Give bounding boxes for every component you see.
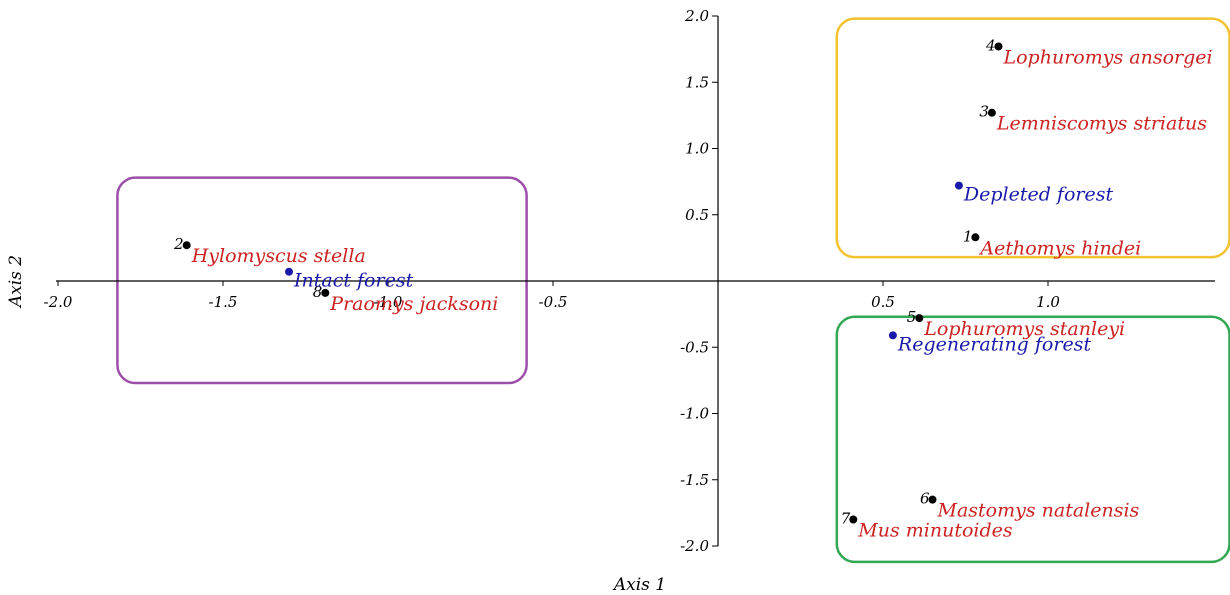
x-tick-label: 0.5 bbox=[871, 293, 895, 311]
species-number: 7 bbox=[841, 510, 851, 528]
species-number: 8 bbox=[313, 283, 323, 301]
x-tick-label: 1.0 bbox=[1036, 293, 1060, 311]
species-point bbox=[987, 108, 996, 117]
y-tick-label: 1.0 bbox=[685, 140, 709, 158]
x-tick-label: -0.5 bbox=[539, 293, 568, 311]
y-tick-label: -1.0 bbox=[680, 405, 709, 423]
species-number: 5 bbox=[907, 308, 917, 326]
species-point bbox=[994, 42, 1003, 51]
x-tick-label: -2.0 bbox=[44, 293, 73, 311]
species-point bbox=[849, 515, 858, 524]
species-label: Praomys jacksoni bbox=[329, 293, 498, 315]
species-label: Aethomys hindei bbox=[978, 237, 1141, 259]
species-number: 3 bbox=[979, 103, 989, 121]
x-tick-label: -1.5 bbox=[209, 293, 238, 311]
habitat-label: Intact forest bbox=[293, 270, 414, 292]
y-tick-label: -1.5 bbox=[680, 471, 709, 489]
y-tick-label: 1.5 bbox=[685, 73, 709, 91]
habitat-point bbox=[888, 331, 897, 340]
species-point bbox=[182, 241, 191, 250]
habitat-label: Regenerating forest bbox=[897, 333, 1092, 355]
species-point bbox=[971, 233, 980, 242]
y-axis-title: Axis 2 bbox=[6, 255, 26, 309]
y-tick-label: 0.5 bbox=[685, 206, 709, 224]
species-label: Lophuromys stanleyi bbox=[923, 318, 1125, 340]
habitat-point bbox=[285, 267, 293, 276]
species-number: 6 bbox=[920, 490, 930, 508]
species-number: 4 bbox=[985, 36, 996, 54]
species-number: 2 bbox=[173, 235, 184, 253]
habitat-label: Depleted forest bbox=[963, 184, 1114, 206]
x-tick-label: -1.0 bbox=[374, 293, 403, 311]
y-tick-label: 2.0 bbox=[684, 7, 709, 25]
species-number: 1 bbox=[963, 227, 973, 245]
species-label: Mus minutoides bbox=[857, 520, 1013, 542]
y-tick-label: -2.0 bbox=[680, 537, 709, 555]
species-point bbox=[928, 495, 937, 504]
y-tick-label: -0.5 bbox=[680, 338, 709, 356]
species-point bbox=[321, 288, 330, 297]
species-label: Hylomyscus stella bbox=[191, 245, 366, 267]
x-axis-title: Axis 1 bbox=[612, 575, 666, 595]
species-label: Mastomys natalensis bbox=[937, 500, 1140, 522]
species-label: Lemniscomys striatus bbox=[996, 113, 1207, 135]
group-box-intact bbox=[116, 176, 528, 385]
species-label: Lophuromys ansorgei bbox=[1003, 46, 1213, 68]
habitat-point bbox=[954, 181, 963, 190]
species-point bbox=[915, 314, 924, 323]
